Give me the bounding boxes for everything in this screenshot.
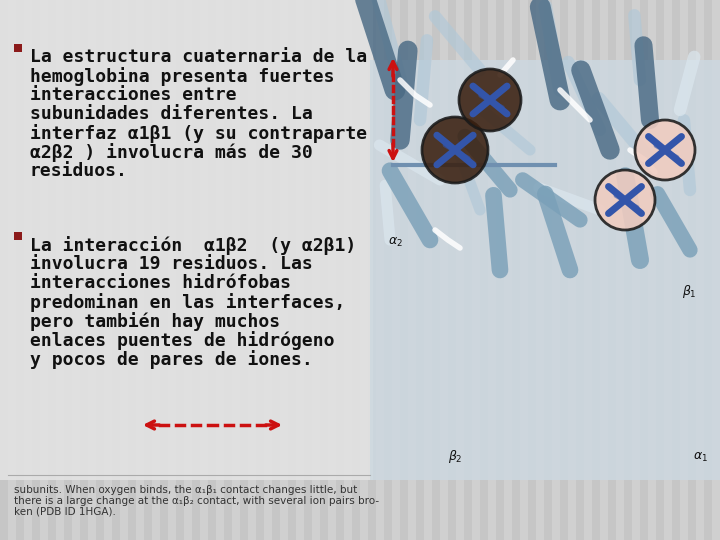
Circle shape xyxy=(422,117,488,183)
Text: subunits. When oxygen binds, the α₁β₁ contact changes little, but: subunits. When oxygen binds, the α₁β₁ co… xyxy=(14,485,357,495)
Circle shape xyxy=(459,69,521,131)
Bar xyxy=(160,0,168,540)
Bar xyxy=(128,0,136,540)
Bar xyxy=(384,0,392,540)
Bar xyxy=(416,0,424,540)
Text: $\alpha_2$: $\alpha_2$ xyxy=(388,236,403,249)
Text: α2β2 ) involucra más de 30: α2β2 ) involucra más de 30 xyxy=(30,143,312,162)
Bar xyxy=(512,0,520,540)
Bar xyxy=(656,0,664,540)
Text: $\beta_2$: $\beta_2$ xyxy=(448,448,463,465)
Bar xyxy=(176,0,184,540)
Bar xyxy=(192,0,200,540)
Text: $\beta_1$: $\beta_1$ xyxy=(682,283,697,300)
Bar xyxy=(368,0,376,540)
Bar xyxy=(16,0,24,540)
Bar xyxy=(32,0,40,540)
Text: $\alpha_1$: $\alpha_1$ xyxy=(693,451,708,464)
Text: hemoglobina presenta fuertes: hemoglobina presenta fuertes xyxy=(30,67,335,86)
Bar xyxy=(144,0,152,540)
Text: interfaz α1β1 (y su contraparte: interfaz α1β1 (y su contraparte xyxy=(30,124,367,143)
Bar xyxy=(640,0,648,540)
Text: y pocos de pares de iones.: y pocos de pares de iones. xyxy=(30,350,312,369)
Bar xyxy=(352,0,360,540)
Bar xyxy=(80,0,88,540)
Bar xyxy=(0,0,373,480)
Bar xyxy=(448,0,456,540)
Bar xyxy=(208,0,216,540)
Bar xyxy=(592,0,600,540)
Text: subunidades diferentes. La: subunidades diferentes. La xyxy=(30,105,312,123)
Bar xyxy=(464,0,472,540)
Text: enlaces puentes de hidrógeno: enlaces puentes de hidrógeno xyxy=(30,331,335,350)
Text: pero también hay muchos: pero también hay muchos xyxy=(30,312,280,331)
Bar xyxy=(240,0,248,540)
Bar xyxy=(560,0,568,540)
Text: La estructura cuaternaria de la: La estructura cuaternaria de la xyxy=(30,48,367,66)
Bar xyxy=(14,44,22,52)
Bar xyxy=(688,0,696,540)
Text: La interacción  α1β2  (y α2β1): La interacción α1β2 (y α2β1) xyxy=(30,236,356,255)
Text: predominan en las interfaces,: predominan en las interfaces, xyxy=(30,293,346,312)
Bar xyxy=(14,232,22,240)
Bar xyxy=(0,0,8,540)
Text: ken (PDB ID 1HGA).: ken (PDB ID 1HGA). xyxy=(14,507,116,517)
Circle shape xyxy=(635,120,695,180)
Bar xyxy=(370,60,720,480)
Bar xyxy=(320,0,328,540)
Bar xyxy=(304,0,312,540)
Bar xyxy=(64,0,72,540)
Bar xyxy=(288,0,296,540)
Bar xyxy=(432,0,440,540)
Bar xyxy=(256,0,264,540)
Bar xyxy=(480,0,488,540)
Bar xyxy=(624,0,632,540)
Bar xyxy=(528,0,536,540)
Bar xyxy=(112,0,120,540)
Bar xyxy=(48,0,56,540)
Text: there is a large change at the α₁β₂ contact, with several ion pairs bro-: there is a large change at the α₁β₂ cont… xyxy=(14,496,379,506)
Bar xyxy=(224,0,232,540)
Bar xyxy=(272,0,280,540)
Circle shape xyxy=(595,170,655,230)
Bar xyxy=(336,0,344,540)
Bar xyxy=(96,0,104,540)
Text: residuos.: residuos. xyxy=(30,162,128,180)
Bar xyxy=(496,0,504,540)
Bar xyxy=(576,0,584,540)
Bar xyxy=(608,0,616,540)
Text: interacciones hidrófobas: interacciones hidrófobas xyxy=(30,274,291,292)
Bar xyxy=(672,0,680,540)
Text: involucra 19 residuos. Las: involucra 19 residuos. Las xyxy=(30,255,312,273)
Bar xyxy=(400,0,408,540)
Bar xyxy=(704,0,712,540)
Bar xyxy=(544,0,552,540)
Text: interacciones entre: interacciones entre xyxy=(30,86,237,104)
